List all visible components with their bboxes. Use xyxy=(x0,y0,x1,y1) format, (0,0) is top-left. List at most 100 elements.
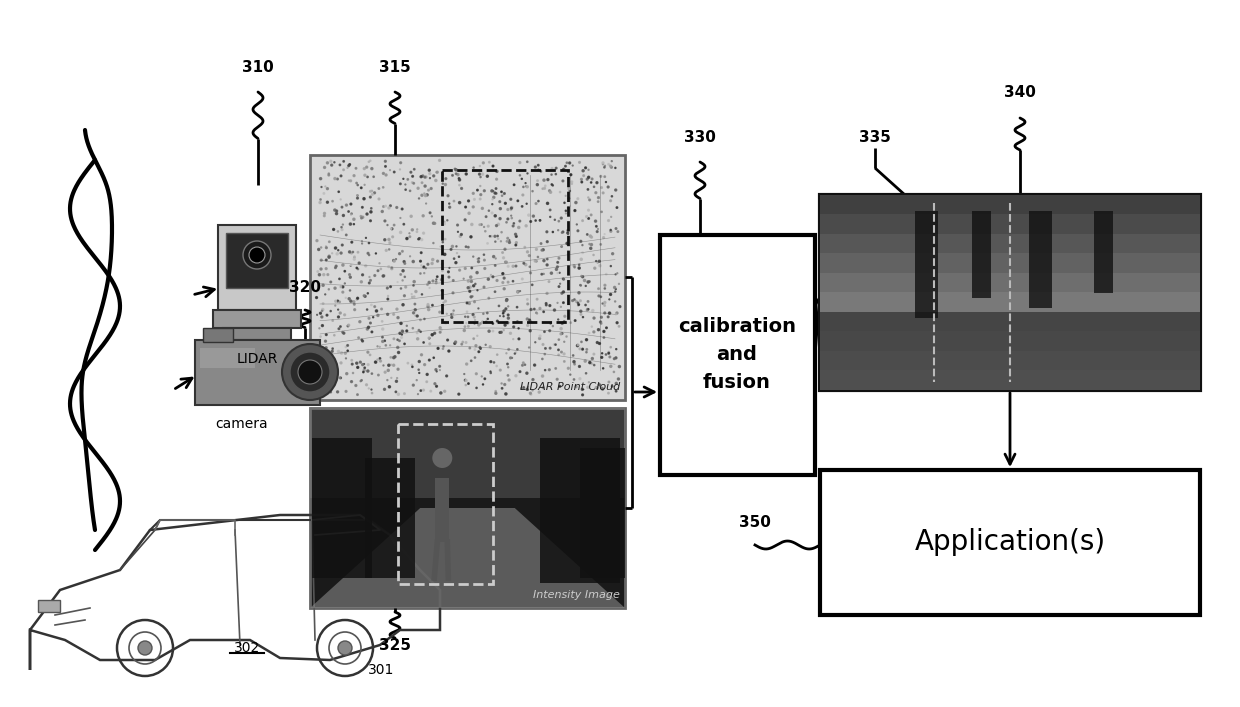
Point xyxy=(582,321,601,332)
Point xyxy=(315,162,335,173)
Point xyxy=(342,355,362,366)
Point xyxy=(419,165,439,176)
Point xyxy=(587,221,606,232)
Point xyxy=(427,276,446,288)
Point xyxy=(495,283,515,294)
Point xyxy=(513,189,533,201)
Point xyxy=(596,269,616,280)
Point xyxy=(430,364,450,375)
Text: calibration
and
fusion: calibration and fusion xyxy=(678,317,796,392)
Point xyxy=(549,216,569,227)
Point xyxy=(582,209,601,221)
FancyBboxPatch shape xyxy=(435,478,449,542)
Point xyxy=(319,363,339,375)
Point xyxy=(334,219,353,230)
Point xyxy=(496,257,516,268)
Point xyxy=(471,189,491,200)
Point xyxy=(590,260,610,271)
Point xyxy=(427,366,446,377)
Point xyxy=(480,230,500,242)
Point xyxy=(312,305,332,317)
Point xyxy=(605,269,625,280)
Point xyxy=(491,186,511,197)
Point xyxy=(336,199,356,211)
Point xyxy=(506,260,526,271)
Point xyxy=(527,244,547,255)
Point xyxy=(528,251,548,262)
Point xyxy=(317,269,337,280)
Point xyxy=(458,311,477,322)
Point xyxy=(332,281,352,293)
Point xyxy=(573,247,593,258)
FancyBboxPatch shape xyxy=(365,458,415,578)
Point xyxy=(365,270,384,281)
Point xyxy=(351,276,371,288)
Point xyxy=(605,282,625,293)
Point xyxy=(347,177,367,189)
Point xyxy=(467,185,487,196)
Point xyxy=(419,332,439,344)
Point xyxy=(465,296,485,308)
Point xyxy=(595,297,615,308)
Point xyxy=(464,311,484,322)
Point xyxy=(496,257,516,268)
Point xyxy=(518,381,538,392)
Point xyxy=(603,248,622,259)
Point xyxy=(346,163,366,174)
Point xyxy=(533,382,553,393)
FancyBboxPatch shape xyxy=(820,312,1200,390)
Point xyxy=(358,247,378,259)
Point xyxy=(498,204,518,215)
Point xyxy=(438,334,458,346)
Point xyxy=(609,361,629,372)
Point xyxy=(348,247,368,258)
Point xyxy=(568,300,588,311)
Point xyxy=(498,312,518,324)
Point xyxy=(591,182,611,193)
Point xyxy=(591,382,611,394)
Point xyxy=(347,293,367,304)
Point xyxy=(548,261,568,272)
Point xyxy=(568,339,588,351)
Point xyxy=(518,209,538,221)
Point xyxy=(600,160,620,172)
Point xyxy=(584,250,604,261)
Point xyxy=(528,160,548,171)
Point xyxy=(477,170,497,182)
Point xyxy=(484,160,503,172)
Point xyxy=(486,173,506,185)
Point xyxy=(367,354,387,366)
Point xyxy=(360,250,379,261)
Point xyxy=(382,262,402,274)
Point xyxy=(494,305,513,317)
Point xyxy=(512,382,532,394)
Point xyxy=(559,185,579,197)
Point xyxy=(496,303,516,315)
Point xyxy=(311,182,331,193)
Point xyxy=(312,350,332,361)
Point xyxy=(314,298,334,309)
Point xyxy=(485,210,505,221)
Point xyxy=(433,265,453,276)
Point xyxy=(358,288,378,299)
Point xyxy=(456,380,476,391)
Point xyxy=(412,349,432,361)
Point xyxy=(583,305,603,316)
Point xyxy=(582,231,601,243)
Point xyxy=(480,156,500,168)
Point xyxy=(529,215,549,226)
Point xyxy=(579,172,599,183)
Point xyxy=(352,359,372,370)
Point xyxy=(491,235,511,247)
Point xyxy=(378,309,398,320)
Point xyxy=(526,255,546,267)
Point xyxy=(392,204,412,215)
Point xyxy=(459,208,479,219)
Point xyxy=(521,267,541,279)
Point xyxy=(536,298,556,309)
Point xyxy=(578,184,598,195)
Point xyxy=(443,308,463,320)
Point xyxy=(334,156,353,167)
FancyBboxPatch shape xyxy=(223,328,291,340)
Point xyxy=(577,368,596,379)
